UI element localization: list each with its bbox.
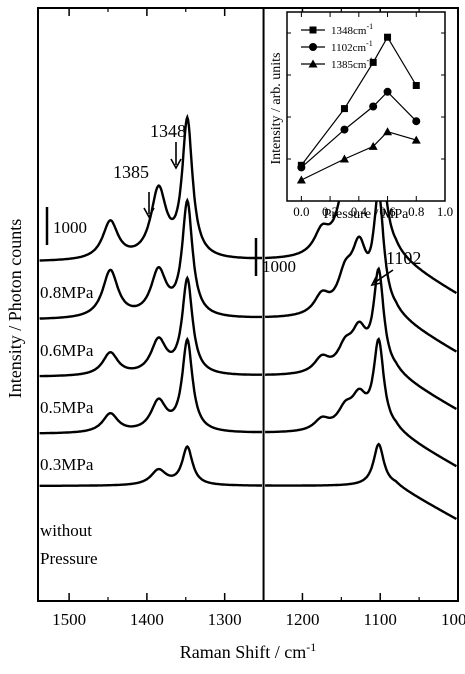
plot-frame <box>37 7 459 602</box>
inset-triangle-marker <box>383 127 393 136</box>
scale-bar-label-right: 1000 <box>262 257 296 276</box>
x-axis-title-superscript: -1 <box>306 640 316 654</box>
peak-annotation-1348: 1348 <box>150 121 186 141</box>
spectrum-left <box>39 444 262 487</box>
legend-entry-superscript: -1 <box>366 56 373 65</box>
x-tick-label: 1400 <box>130 610 164 629</box>
inset-x-tick-label: 0.6 <box>379 204 396 219</box>
spectrum-left <box>39 336 262 435</box>
legend-entry-label: 1385cm-1 <box>331 56 373 71</box>
inset-x-tick-label: 1.0 <box>437 204 453 219</box>
inset-square-marker <box>412 82 420 89</box>
inset-circle-marker <box>369 102 378 111</box>
inset-x-tick-label: 0.2 <box>322 204 338 219</box>
inset-circle-marker <box>383 87 392 96</box>
series-label: 0.8MPa <box>40 283 94 302</box>
inset-square-marker <box>384 33 392 41</box>
legend-entry-label: 1348cm-1 <box>331 22 373 37</box>
spectrum-right <box>265 266 457 411</box>
x-tick-label: 1100 <box>364 610 397 629</box>
legend-square-marker <box>309 26 317 34</box>
x-tick-label: 1300 <box>208 610 242 629</box>
legend-entry-superscript: -1 <box>366 39 373 48</box>
legend-entry-label: 1102cm-1 <box>331 39 373 54</box>
scale-bar-label-left: 1000 <box>53 218 87 237</box>
spectrum-left <box>39 275 262 378</box>
inset-triangle-marker <box>296 175 306 184</box>
inset-circle-marker <box>297 163 306 172</box>
x-tick-label: 1500 <box>52 610 86 629</box>
x-axis-title: Raman Shift / cm-1 <box>180 640 316 662</box>
peak-annotation-1385: 1385 <box>113 162 149 182</box>
inset-circle-marker <box>340 125 349 134</box>
series-label: without <box>40 521 92 540</box>
spectrum-left <box>39 197 262 320</box>
legend-triangle-marker <box>308 59 318 68</box>
inset-x-tick-label: 0.4 <box>351 204 368 219</box>
arrow-1102 <box>370 269 394 287</box>
x-tick-label: 1200 <box>285 610 319 629</box>
inset-triangle-marker <box>368 141 378 150</box>
inset-circle-marker <box>412 117 421 126</box>
arrow-1348 <box>170 142 182 170</box>
series-label: 0.5MPa <box>40 398 94 417</box>
inset-square-marker <box>369 58 377 66</box>
series-label: Pressure <box>40 549 98 568</box>
legend-entry-superscript: -1 <box>366 22 373 31</box>
spectrum-right <box>265 442 457 521</box>
spectrum-right <box>264 189 458 353</box>
series-label: 0.3MPa <box>40 455 94 474</box>
inset-x-tick-label: 0.0 <box>293 204 309 219</box>
peak-annotation-1102: 1102 <box>386 248 421 268</box>
inset-triangle-marker <box>339 154 349 163</box>
spectrum-right <box>265 336 457 468</box>
legend-circle-marker <box>309 43 317 51</box>
y-axis-title: Intensity / Photon counts <box>5 219 25 399</box>
x-tick-label: 1000 <box>441 610 465 629</box>
inset-y-axis-title: Intensity / arb. units <box>269 53 284 165</box>
inset-square-marker <box>340 105 348 113</box>
series-label: 0.6MPa <box>40 341 94 360</box>
arrow-1385 <box>143 192 155 219</box>
inset-x-axis-title: Pressure / MPa <box>324 207 410 222</box>
inset-x-tick-label: 0.8 <box>408 204 424 219</box>
inset-triangle-marker <box>411 135 421 144</box>
